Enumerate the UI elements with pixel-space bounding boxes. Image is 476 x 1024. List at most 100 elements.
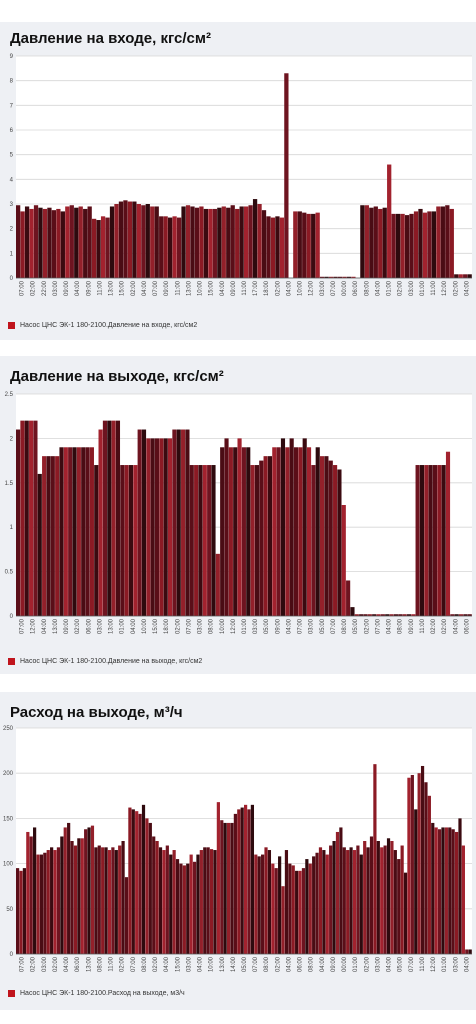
x-tick-label: 13:00	[53, 618, 59, 634]
bar	[128, 465, 134, 616]
bar	[43, 852, 47, 954]
bar	[247, 809, 251, 954]
bar	[169, 854, 173, 954]
bar	[246, 447, 251, 616]
x-tick-label: 11:00	[109, 956, 115, 971]
bar	[306, 447, 312, 616]
x-tick-label: 02:00	[153, 956, 159, 972]
x-tick-label: 01:00	[442, 956, 448, 972]
bar	[89, 447, 94, 616]
bar	[407, 777, 411, 954]
bar	[213, 850, 217, 954]
chart-title: Давление на входе, кгс/см²	[10, 30, 211, 47]
bar	[373, 764, 377, 954]
bar	[92, 218, 97, 278]
x-tick-label: 11:00	[420, 956, 426, 971]
x-tick-label: 07:00	[375, 618, 381, 634]
bar	[354, 614, 359, 616]
x-tick-label: 15:00	[120, 280, 126, 296]
bar	[206, 847, 210, 954]
x-tick-label: 04:00	[375, 280, 381, 296]
x-tick-label: 09:00	[331, 956, 337, 972]
chart-title: Расход на выходе, м³/ч	[10, 704, 183, 721]
x-tick-label: 05:00	[320, 618, 326, 634]
bar	[56, 208, 61, 278]
bar	[422, 212, 428, 278]
bar	[172, 850, 176, 954]
bar	[436, 206, 441, 278]
bar	[70, 841, 74, 954]
bar	[420, 765, 425, 954]
bar	[114, 204, 119, 278]
bar	[94, 465, 99, 616]
bar	[107, 850, 112, 954]
bar	[434, 827, 438, 954]
bar	[226, 822, 231, 954]
bar	[165, 845, 169, 954]
bar	[111, 420, 116, 616]
x-tick-label: 02:00	[131, 280, 137, 296]
bar	[451, 829, 455, 954]
bar	[137, 429, 142, 616]
bar	[272, 447, 277, 616]
x-tick-label: 03:00	[309, 618, 315, 634]
chart-legend: Насос ЦНС ЭК-1 180-2100.Давление на вход…	[8, 322, 197, 329]
bar	[235, 208, 240, 278]
bar	[383, 845, 387, 954]
bar	[87, 206, 92, 278]
y-tick-label: 6	[10, 128, 14, 134]
bar	[141, 804, 146, 954]
legend-swatch	[8, 658, 15, 665]
bar	[257, 204, 262, 278]
bar	[437, 829, 442, 954]
bar	[337, 276, 343, 278]
x-tick-label: 04:00	[453, 618, 459, 634]
bar	[127, 201, 133, 278]
x-tick-label: 10:00	[298, 280, 304, 296]
x-tick-label: 05:00	[264, 618, 270, 634]
bar	[454, 274, 459, 278]
x-tick-label: 09:00	[64, 618, 70, 634]
bar	[24, 420, 29, 616]
x-tick-label: 06:00	[464, 618, 470, 634]
x-tick-label: 08:00	[142, 956, 148, 972]
bar	[403, 872, 408, 954]
bar	[135, 811, 139, 954]
bar	[118, 201, 124, 278]
bar	[102, 420, 107, 616]
bar	[337, 469, 342, 616]
x-tick-label: 02:00	[175, 618, 181, 634]
bar	[463, 274, 468, 278]
bar	[378, 208, 383, 278]
bar	[97, 845, 101, 954]
bar	[454, 831, 459, 954]
x-tick-label: 07:00	[409, 956, 415, 972]
bar	[320, 276, 325, 278]
bar	[389, 614, 394, 616]
bar	[263, 456, 268, 616]
bar	[16, 429, 21, 616]
bar	[320, 456, 325, 616]
x-tick-label: 04:00	[64, 956, 70, 972]
bar	[369, 207, 374, 278]
bar	[427, 795, 431, 954]
x-tick-label: 03:00	[53, 280, 59, 296]
x-tick-label: 02:00	[75, 618, 81, 634]
x-tick-label: 04:00	[464, 280, 470, 296]
bar	[228, 447, 233, 616]
x-tick-label: 00:00	[342, 280, 348, 296]
bar	[33, 420, 38, 616]
bar	[324, 456, 329, 616]
bar	[162, 850, 166, 954]
bar	[111, 847, 115, 954]
bar	[295, 870, 299, 954]
x-tick-label: 12:00	[442, 280, 448, 296]
bar	[20, 420, 25, 616]
bar	[215, 553, 220, 616]
x-tick-label: 03:00	[186, 956, 192, 972]
bar	[458, 818, 462, 954]
bar	[301, 868, 306, 954]
x-tick-label: 07:00	[20, 956, 26, 972]
bar	[445, 451, 451, 616]
x-tick-label: 08:00	[398, 618, 404, 634]
